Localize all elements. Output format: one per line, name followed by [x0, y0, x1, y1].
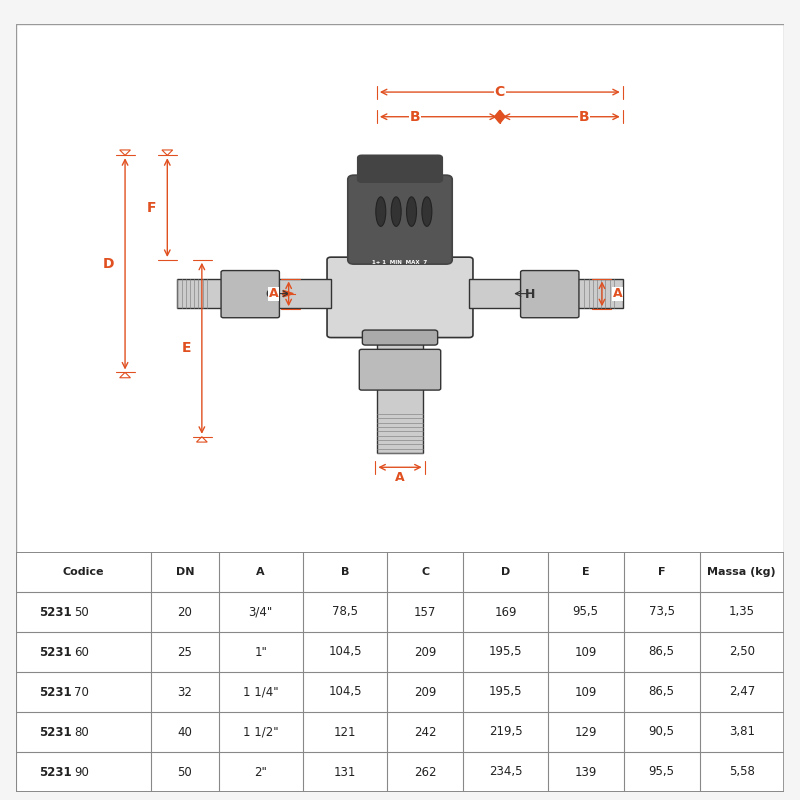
FancyBboxPatch shape [327, 257, 473, 338]
Text: Codice: Codice [62, 567, 104, 577]
Text: 25: 25 [178, 646, 192, 658]
FancyBboxPatch shape [348, 175, 452, 264]
Text: 5,58: 5,58 [729, 766, 754, 778]
Text: 2,50: 2,50 [729, 646, 755, 658]
Text: 40: 40 [178, 726, 192, 738]
Text: 90,5: 90,5 [649, 726, 674, 738]
FancyBboxPatch shape [358, 155, 442, 182]
Text: 32: 32 [178, 686, 192, 698]
Text: 95,5: 95,5 [573, 606, 598, 618]
Text: A: A [269, 287, 278, 300]
Polygon shape [197, 437, 207, 442]
Text: C: C [265, 288, 274, 301]
Text: 2,47: 2,47 [729, 686, 755, 698]
Text: 60: 60 [74, 646, 89, 658]
Text: B: B [341, 567, 350, 577]
Text: 109: 109 [574, 686, 597, 698]
Text: 195,5: 195,5 [489, 686, 522, 698]
Polygon shape [120, 372, 130, 378]
Text: 2": 2" [254, 766, 267, 778]
Text: F: F [147, 201, 157, 214]
Ellipse shape [422, 197, 432, 226]
Ellipse shape [406, 197, 417, 226]
Text: C: C [422, 567, 430, 577]
Text: D: D [102, 257, 114, 271]
Text: 5231: 5231 [39, 606, 72, 618]
Text: 5231: 5231 [39, 766, 72, 778]
Text: B: B [410, 110, 421, 124]
Text: A: A [395, 471, 405, 485]
Bar [469, 278, 622, 308]
Text: 86,5: 86,5 [649, 646, 674, 658]
Text: A: A [257, 567, 265, 577]
Text: 78,5: 78,5 [332, 606, 358, 618]
Text: 5231: 5231 [39, 726, 72, 738]
Text: 219,5: 219,5 [489, 726, 522, 738]
Text: 3/4": 3/4" [249, 606, 273, 618]
Text: Massa (kg): Massa (kg) [707, 567, 776, 577]
Text: 1 1/4": 1 1/4" [243, 686, 278, 698]
Text: 90: 90 [74, 766, 89, 778]
Text: 209: 209 [414, 646, 437, 658]
Text: A: A [613, 287, 622, 300]
Text: 20: 20 [178, 606, 192, 618]
Text: 80: 80 [74, 726, 89, 738]
Text: 3,81: 3,81 [729, 726, 755, 738]
Ellipse shape [391, 197, 401, 226]
Text: E: E [582, 567, 590, 577]
Text: 73,5: 73,5 [649, 606, 674, 618]
Text: D: D [501, 567, 510, 577]
FancyBboxPatch shape [359, 350, 441, 390]
Text: 104,5: 104,5 [328, 646, 362, 658]
Text: 157: 157 [414, 606, 437, 618]
Text: 70: 70 [74, 686, 89, 698]
Text: 1+ 1  MIN  MAX  7: 1+ 1 MIN MAX 7 [372, 260, 428, 265]
Text: 195,5: 195,5 [489, 646, 522, 658]
Text: 109: 109 [574, 646, 597, 658]
Text: 209: 209 [414, 686, 437, 698]
Text: F: F [658, 567, 666, 577]
Text: 1": 1" [254, 646, 267, 658]
FancyBboxPatch shape [221, 270, 279, 318]
Ellipse shape [376, 197, 386, 226]
Text: 1 1/2": 1 1/2" [243, 726, 278, 738]
Text: 169: 169 [494, 606, 517, 618]
Text: E: E [182, 342, 191, 355]
Text: 5231: 5231 [39, 646, 72, 658]
Text: 131: 131 [334, 766, 356, 778]
Text: 95,5: 95,5 [649, 766, 674, 778]
Bar [377, 335, 423, 453]
Text: 1,35: 1,35 [729, 606, 755, 618]
Bar [178, 278, 331, 308]
FancyBboxPatch shape [362, 330, 438, 345]
Text: 5231: 5231 [39, 686, 72, 698]
Text: 242: 242 [414, 726, 437, 738]
Polygon shape [162, 150, 173, 155]
Text: 121: 121 [334, 726, 356, 738]
FancyBboxPatch shape [521, 270, 579, 318]
Text: 129: 129 [574, 726, 597, 738]
Text: 50: 50 [74, 606, 89, 618]
Text: C: C [494, 85, 505, 99]
Text: B: B [579, 110, 590, 124]
Polygon shape [283, 290, 294, 297]
Text: 50: 50 [178, 766, 192, 778]
Text: 262: 262 [414, 766, 437, 778]
Text: 86,5: 86,5 [649, 686, 674, 698]
Text: 139: 139 [574, 766, 597, 778]
Polygon shape [494, 110, 506, 123]
Text: H: H [526, 288, 536, 301]
Text: 234,5: 234,5 [489, 766, 522, 778]
Polygon shape [120, 150, 130, 155]
Text: DN: DN [175, 567, 194, 577]
Text: 104,5: 104,5 [328, 686, 362, 698]
